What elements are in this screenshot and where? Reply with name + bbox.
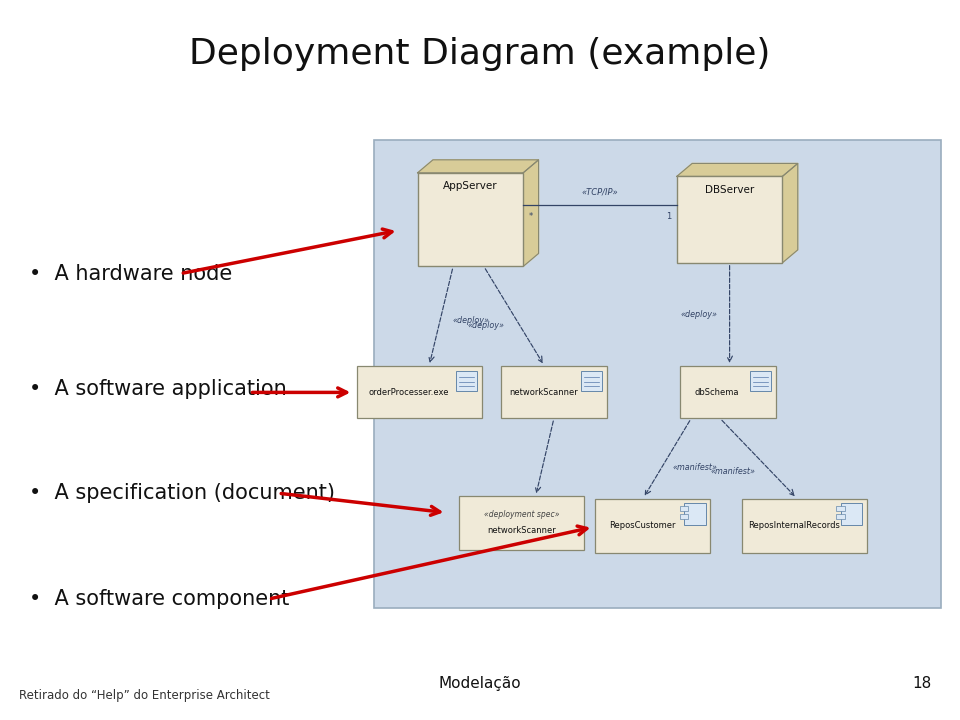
Text: Deployment Diagram (example): Deployment Diagram (example) xyxy=(189,37,771,71)
FancyBboxPatch shape xyxy=(418,173,523,266)
Polygon shape xyxy=(782,163,798,263)
FancyBboxPatch shape xyxy=(680,366,776,418)
Text: •  A hardware node: • A hardware node xyxy=(29,264,232,284)
Text: «deploy»: «deploy» xyxy=(468,321,505,330)
Text: •  A software application: • A software application xyxy=(29,379,286,399)
Polygon shape xyxy=(418,160,539,173)
FancyBboxPatch shape xyxy=(456,371,477,391)
FancyBboxPatch shape xyxy=(357,366,482,418)
FancyBboxPatch shape xyxy=(459,497,584,550)
Text: «TCP/IP»: «TCP/IP» xyxy=(582,188,618,197)
Text: 18: 18 xyxy=(912,676,931,691)
Text: «manifest»: «manifest» xyxy=(673,463,718,472)
Text: «deployment spec»: «deployment spec» xyxy=(484,510,559,518)
FancyBboxPatch shape xyxy=(841,503,862,524)
Text: AppServer: AppServer xyxy=(444,181,497,192)
FancyBboxPatch shape xyxy=(374,140,941,608)
Text: «manifest»: «manifest» xyxy=(711,467,756,476)
Text: Retirado do “Help” do Enterprise Architect: Retirado do “Help” do Enterprise Archite… xyxy=(19,689,270,702)
Text: ReposInternalRecords: ReposInternalRecords xyxy=(748,521,840,530)
Text: networkScanner: networkScanner xyxy=(509,388,578,397)
FancyBboxPatch shape xyxy=(581,371,602,391)
Text: «deploy»: «deploy» xyxy=(453,315,490,325)
Text: networkScanner: networkScanner xyxy=(487,526,556,535)
FancyBboxPatch shape xyxy=(595,498,710,553)
Text: ReposCustomer: ReposCustomer xyxy=(609,521,676,530)
Text: dbSchema: dbSchema xyxy=(695,388,739,397)
Polygon shape xyxy=(677,163,798,176)
FancyBboxPatch shape xyxy=(680,514,688,520)
FancyBboxPatch shape xyxy=(750,371,771,391)
FancyBboxPatch shape xyxy=(836,514,845,520)
FancyBboxPatch shape xyxy=(680,505,688,511)
Text: 1: 1 xyxy=(666,212,671,222)
FancyBboxPatch shape xyxy=(501,366,607,418)
FancyBboxPatch shape xyxy=(836,505,845,511)
Text: •  A specification (document): • A specification (document) xyxy=(29,483,335,503)
Text: Modelação: Modelação xyxy=(439,676,521,691)
Polygon shape xyxy=(523,160,539,266)
Text: «deploy»: «deploy» xyxy=(681,310,717,319)
Text: DBServer: DBServer xyxy=(705,185,755,195)
Text: *: * xyxy=(529,212,533,222)
FancyBboxPatch shape xyxy=(742,498,867,553)
FancyBboxPatch shape xyxy=(684,503,706,524)
FancyBboxPatch shape xyxy=(677,176,782,263)
Text: •  A software component: • A software component xyxy=(29,589,289,609)
Text: orderProcesser.exe: orderProcesser.exe xyxy=(369,388,449,397)
